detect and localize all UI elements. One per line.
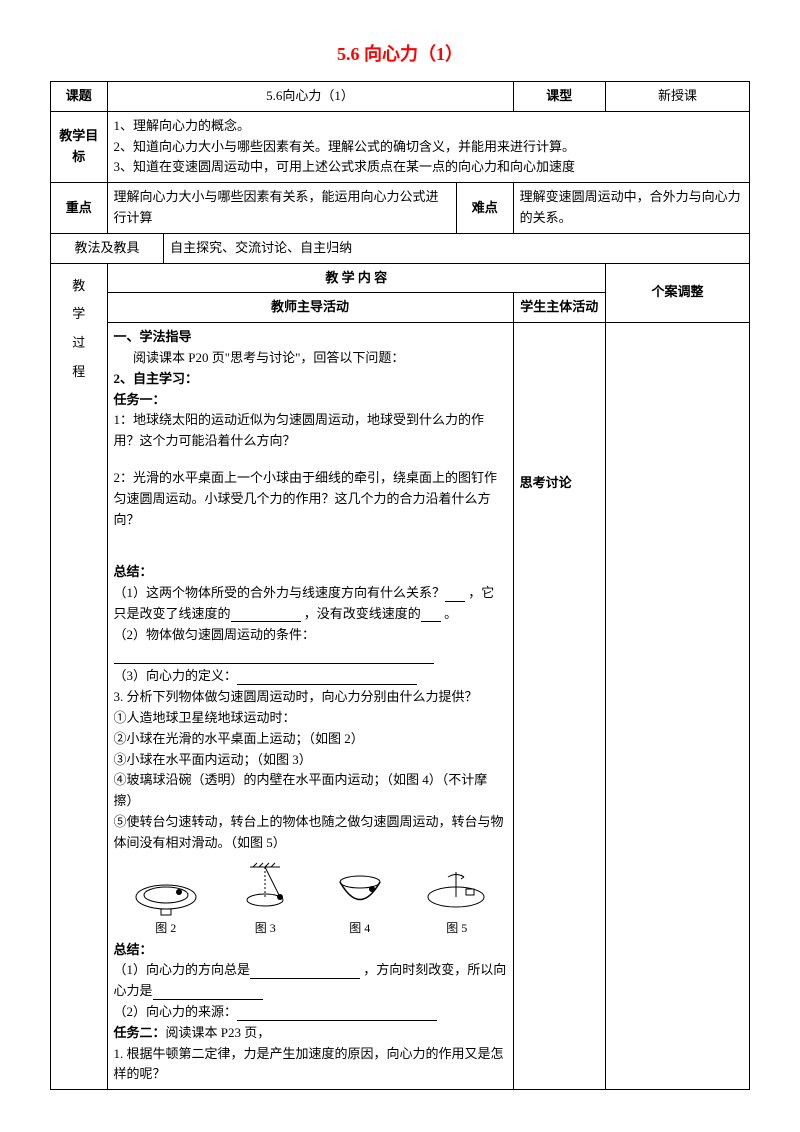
summary1-line1: （1）这两个物体所受的合外力与线速度方向有什么关系？ ，它只是改变了线速度的 ，… <box>114 583 507 625</box>
bowl-icon <box>330 867 390 917</box>
student-activity: 思考讨论 <box>513 323 606 1090</box>
summary2-line2: （2）向心力的来源： <box>114 1002 507 1023</box>
task2-q1: 1. 根据牛顿第二定律，力是产生加速度的原因，向心力的作用又是怎样的呢？ <box>114 1044 507 1086</box>
h1: 一、学法指导 <box>114 327 507 348</box>
zhongdian-label: 重点 <box>51 183 108 234</box>
nandian-label: 难点 <box>457 183 514 234</box>
lesson-plan-table: 课题 5.6向心力（1） 课型 新授课 教学目标 1、理解向心力的概念。 2、知… <box>50 81 750 1090</box>
row-topic: 课题 5.6向心力（1） 课型 新授课 <box>51 82 750 112</box>
figures-row: 图 2 图 3 <box>114 862 507 938</box>
p1: 阅读课本 P20 页"思考与讨论"，回答以下问题： <box>114 348 507 369</box>
nandian-value: 理解变速圆周运动中，合外力与向心力的关系。 <box>513 183 749 234</box>
page-title: 5.6 向心力（1） <box>50 40 750 66</box>
q3-1: ①人造地球卫星绕地球运动时： <box>114 708 507 729</box>
q3-intro: 3. 分析下列物体做匀速圆周运动时，向心力分别由什么力提供？ <box>114 687 507 708</box>
summary2-line1: （1）向心力的方向总是 ，方向时刻改变，所以向心力是 <box>114 960 507 1002</box>
teacher-content: 一、学法指导 阅读课本 P20 页"思考与讨论"，回答以下问题： 2、自主学习：… <box>107 323 513 1090</box>
figure-4: 图 4 <box>330 867 390 938</box>
row-focus: 重点 理解向心力大小与哪些因素有关系，能运用向心力公式进行计算 难点 理解变速圆… <box>51 183 750 234</box>
task1-q2: 2：光滑的水平桌面上一个小球由于细线的牵引，绕桌面上的图钉作匀速圆周运动。小球受… <box>114 468 507 530</box>
summary1-line2: （2）物体做匀速圆周运动的条件： <box>114 625 507 646</box>
teacher-label: 教师主导活动 <box>107 293 513 323</box>
q3-2: ②小球在光滑的水平桌面上运动；（如图 2） <box>114 729 507 750</box>
adjust-cell <box>606 323 750 1090</box>
turntable-icon <box>131 867 201 917</box>
q3-4: ④玻璃球沿碗（透明）的内壁在水平面内运动；（如图 4）（不计摩擦） <box>114 770 507 812</box>
rotating-disc-icon <box>424 867 489 917</box>
content-label: 教 学 内 容 <box>107 263 606 293</box>
row-section-header-1: 教 学 过 程 教 学 内 容 个案调整 <box>51 263 750 293</box>
q3-3: ③小球在水平面内运动；（如图 3） <box>114 750 507 771</box>
row-methods: 教法及教具 自主探究、交流讨论、自主归纳 <box>51 233 750 263</box>
figure-2: 图 2 <box>131 867 201 938</box>
goal-2: 2、知道向心力大小与哪些因素有关。理解公式的确切含义，并能用来进行计算。 <box>114 137 743 158</box>
goals-label: 教学目标 <box>51 111 108 182</box>
goal-3: 3、知道在变速圆周运动中，可用上述公式求质点在某一点的向心力和向心加速度 <box>114 157 743 178</box>
topic-value: 5.6向心力（1） <box>107 82 513 112</box>
row-body: 一、学法指导 阅读课本 P20 页"思考与讨论"，回答以下问题： 2、自主学习：… <box>51 323 750 1090</box>
task1-q1: 1：地球绕太阳的运动近似为匀速圆周运动，地球受到什么力的作用？这个力可能沿着什么… <box>114 410 507 452</box>
zhongdian-value: 理解向心力大小与哪些因素有关系，能运用向心力公式进行计算 <box>107 183 456 234</box>
kexing-label: 课型 <box>513 82 606 112</box>
task2: 任务二：阅读课本 P23 页， <box>114 1023 507 1044</box>
figure-5: 图 5 <box>424 867 489 938</box>
conical-pendulum-icon <box>235 862 295 917</box>
jiaofa-label: 教法及教具 <box>51 233 164 263</box>
h2: 2、自主学习： <box>114 369 507 390</box>
goals-cell: 1、理解向心力的概念。 2、知道向心力大小与哪些因素有关。理解公式的确切含义，并… <box>107 111 749 182</box>
summary1-line3: （3）向心力的定义： <box>114 666 507 687</box>
summary1-label: 总结： <box>114 562 507 583</box>
jiaofa-value: 自主探究、交流讨论、自主归纳 <box>164 233 750 263</box>
student-label: 学生主体活动 <box>513 293 606 323</box>
process-label: 教 学 过 程 <box>51 263 108 1090</box>
q3-5: ⑤使转台匀速转动，转台上的物体也随之做匀速圆周运动，转台与物体间没有相对滑动。（… <box>114 812 507 854</box>
figure-3: 图 3 <box>235 862 295 938</box>
summary2-label: 总结： <box>114 940 507 961</box>
adjust-label: 个案调整 <box>606 263 750 323</box>
keti-label: 课题 <box>51 82 108 112</box>
goal-1: 1、理解向心力的概念。 <box>114 116 743 137</box>
task1-label: 任务一： <box>114 390 507 411</box>
kexing-value: 新授课 <box>606 82 750 112</box>
row-goals: 教学目标 1、理解向心力的概念。 2、知道向心力大小与哪些因素有关。理解公式的确… <box>51 111 750 182</box>
